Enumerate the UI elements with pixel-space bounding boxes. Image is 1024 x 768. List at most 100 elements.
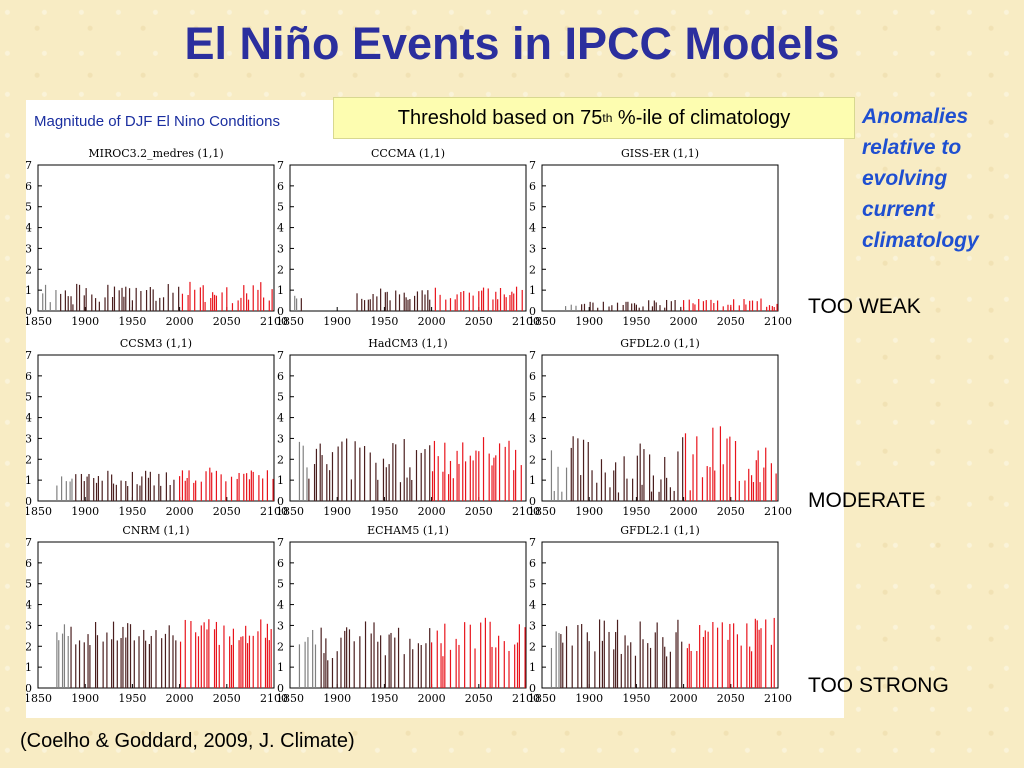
figure-title: Magnitude of DJF El Nino Conditions: [34, 113, 280, 130]
slide-title: El Niño Events in IPCC Models: [184, 18, 840, 69]
x-tick-label: 2000: [166, 315, 194, 328]
x-tick-label: 1900: [71, 315, 99, 328]
y-tick-label: 3: [26, 242, 32, 255]
anomalies-line: relative to: [862, 136, 962, 159]
x-tick-label: 2050: [465, 505, 493, 518]
y-tick-label: 4: [277, 599, 284, 612]
y-tick-label: 0: [529, 495, 536, 508]
y-tick-label: 1: [529, 474, 536, 487]
y-tick-label: 6: [26, 557, 32, 570]
x-tick-label: 1850: [528, 315, 556, 328]
y-tick-label: 1: [26, 661, 32, 674]
x-tick-label: 1850: [26, 505, 52, 518]
y-tick-label: 1: [26, 474, 32, 487]
panel-title: ECHAM5 (1,1): [367, 524, 449, 537]
y-tick-label: 5: [277, 578, 284, 591]
y-tick-label: 4: [529, 599, 536, 612]
citation: (Coelho & Goddard, 2009, J. Climate): [20, 730, 355, 752]
x-tick-label: 1950: [118, 315, 146, 328]
x-tick-label: 1950: [118, 692, 146, 705]
y-tick-label: 5: [26, 578, 32, 591]
y-tick-label: 1: [26, 284, 32, 297]
y-tick-label: 7: [277, 536, 284, 549]
x-tick-label: 2100: [260, 315, 288, 328]
x-tick-label: 1900: [323, 505, 351, 518]
y-tick-label: 0: [529, 305, 536, 318]
x-tick-label: 1850: [276, 692, 304, 705]
threshold-tail: %-ile of climatology: [612, 106, 791, 129]
x-tick-label: 2050: [717, 505, 745, 518]
y-tick-label: 5: [26, 391, 32, 404]
y-tick-label: 7: [529, 536, 536, 549]
x-tick-label: 2050: [213, 315, 241, 328]
x-tick-label: 2100: [764, 505, 792, 518]
y-tick-label: 1: [277, 284, 284, 297]
y-tick-label: 1: [277, 474, 284, 487]
y-tick-label: 7: [277, 349, 284, 362]
x-tick-label: 1850: [26, 315, 52, 328]
panel-title: CCSM3 (1,1): [120, 337, 192, 350]
x-tick-label: 1850: [276, 505, 304, 518]
y-tick-label: 5: [277, 201, 284, 214]
x-tick-label: 2050: [213, 505, 241, 518]
y-tick-label: 3: [529, 242, 536, 255]
y-tick-label: 2: [529, 453, 536, 466]
y-tick-label: 2: [277, 453, 284, 466]
panel-frame: [541, 164, 779, 312]
y-tick-label: 5: [529, 578, 536, 591]
y-tick-label: 2: [26, 640, 32, 653]
y-tick-label: 0: [277, 305, 284, 318]
x-tick-label: 2100: [512, 315, 540, 328]
y-tick-label: 6: [277, 557, 284, 570]
x-tick-label: 1950: [370, 692, 398, 705]
panel-frame: [289, 164, 527, 312]
el-nino-small-multiples: Magnitude of DJF El Nino Conditions MIROC…: [26, 113, 792, 705]
y-tick-label: 2: [529, 263, 536, 276]
anomalies-line: evolving: [862, 167, 948, 190]
y-tick-label: 4: [26, 412, 32, 425]
x-tick-label: 2050: [213, 692, 241, 705]
y-tick-label: 4: [26, 222, 32, 235]
x-tick-label: 2100: [764, 692, 792, 705]
y-tick-label: 0: [529, 682, 536, 695]
panel-title: HadCM3 (1,1): [368, 337, 447, 350]
y-tick-label: 0: [26, 495, 32, 508]
anomalies-line: climatology: [862, 229, 979, 252]
x-tick-label: 1900: [323, 692, 351, 705]
y-tick-label: 4: [26, 599, 32, 612]
y-tick-label: 7: [529, 349, 536, 362]
y-tick-label: 2: [26, 453, 32, 466]
y-tick-label: 1: [529, 284, 536, 297]
y-tick-label: 6: [529, 180, 536, 193]
panel-title: CNRM (1,1): [122, 524, 189, 537]
y-tick-label: 6: [277, 370, 284, 383]
chart-panel: Magnitude of DJF El Nino Conditions MIROC…: [26, 100, 844, 718]
panel-frame: [541, 354, 779, 502]
y-tick-label: 7: [26, 536, 32, 549]
row-label-too-weak: TOO WEAK: [808, 295, 921, 318]
x-tick-label: 2100: [512, 692, 540, 705]
x-tick-label: 1850: [26, 692, 52, 705]
y-tick-label: 3: [277, 242, 284, 255]
x-tick-label: 1900: [575, 315, 603, 328]
x-tick-label: 2000: [670, 692, 698, 705]
x-tick-label: 1900: [71, 692, 99, 705]
panel-frame: [37, 164, 275, 312]
x-tick-label: 2000: [670, 505, 698, 518]
threshold-text: Threshold based on 75: [397, 106, 603, 129]
y-tick-label: 1: [529, 661, 536, 674]
panel-frame: [37, 354, 275, 502]
y-tick-label: 0: [26, 682, 32, 695]
x-tick-label: 1950: [622, 315, 650, 328]
y-tick-label: 0: [277, 495, 284, 508]
y-tick-label: 1: [277, 661, 284, 674]
y-tick-label: 6: [277, 180, 284, 193]
x-tick-label: 1950: [118, 505, 146, 518]
panel-title: GFDL2.0 (1,1): [620, 337, 700, 350]
y-tick-label: 2: [277, 263, 284, 276]
y-tick-label: 6: [26, 180, 32, 193]
panel-title: GISS-ER (1,1): [621, 147, 699, 160]
panel-frame: [541, 541, 779, 689]
y-tick-label: 7: [26, 349, 32, 362]
threshold-sup: th: [602, 111, 613, 125]
